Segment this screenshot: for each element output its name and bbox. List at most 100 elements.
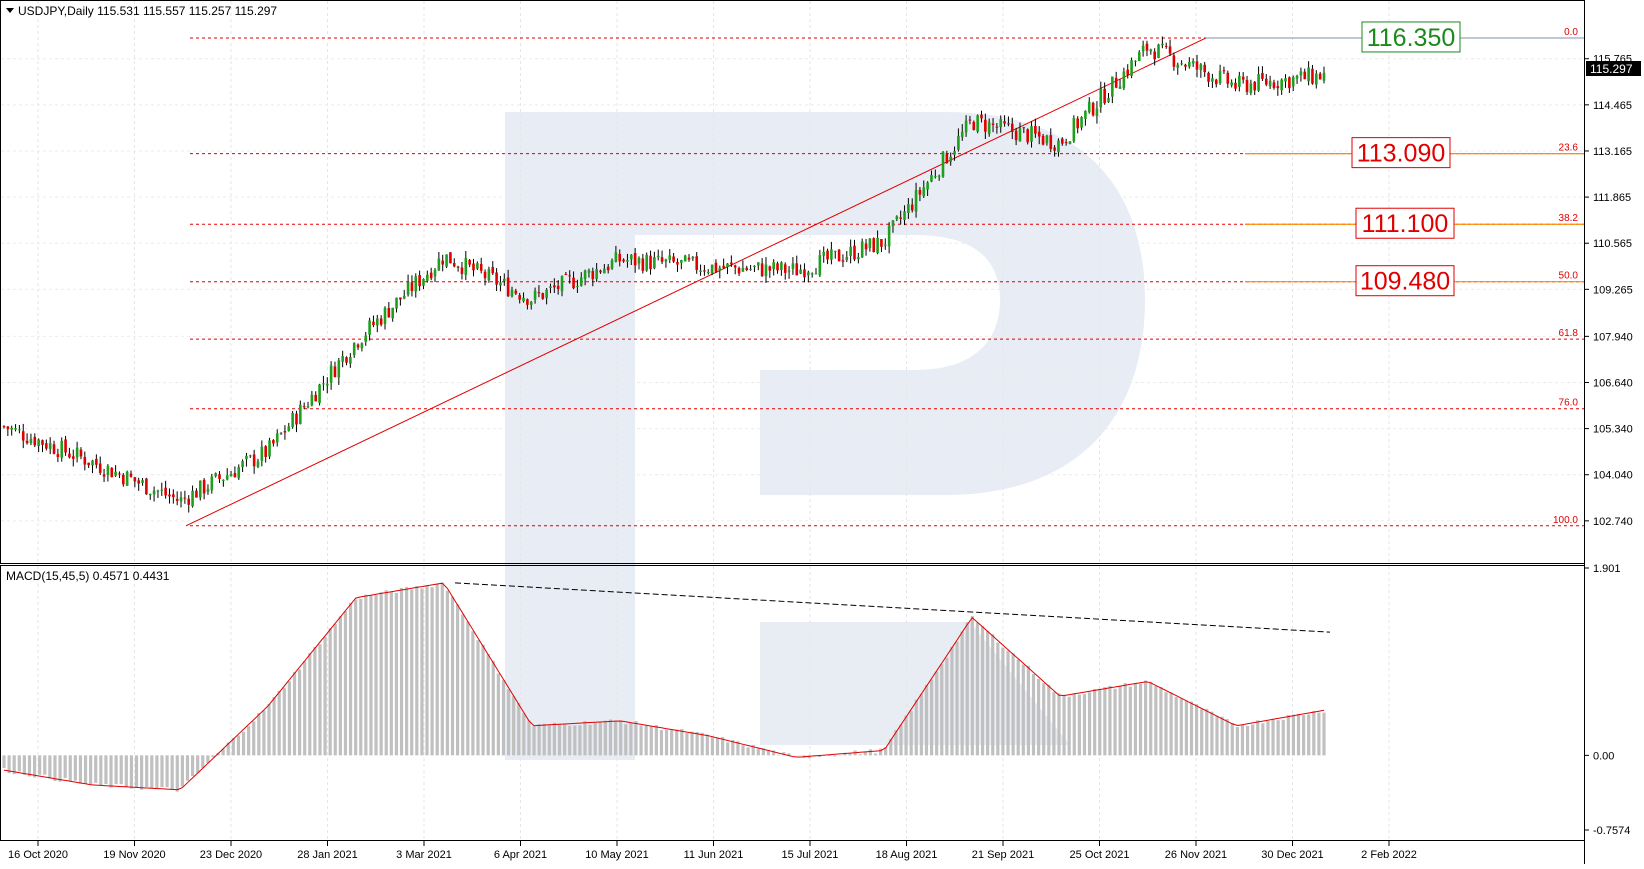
macd-histogram-bar xyxy=(262,711,265,756)
macd-histogram-bar xyxy=(690,732,693,756)
macd-histogram-bar xyxy=(1159,687,1162,755)
candle-body xyxy=(819,255,822,275)
macd-histogram-bar xyxy=(670,730,673,756)
macd-histogram-bar xyxy=(191,755,194,776)
candle-body xyxy=(461,268,464,275)
candle-body xyxy=(491,267,494,273)
candle-body xyxy=(953,151,956,155)
candle-body xyxy=(222,480,225,481)
candle-body xyxy=(1188,62,1191,67)
candle-body xyxy=(114,472,117,476)
macd-histogram-bar xyxy=(303,661,306,755)
date-tick-label: 26 Nov 2021 xyxy=(1165,849,1227,861)
candle-body xyxy=(907,204,910,213)
candle-body xyxy=(1030,126,1033,141)
macd-histogram-bar xyxy=(150,755,153,788)
candle-body xyxy=(657,256,660,257)
symbol-quote-line: USDJPY,Daily 115.531 115.557 115.257 115… xyxy=(18,4,277,18)
macd-histogram-bar xyxy=(522,713,525,755)
macd-histogram-bar xyxy=(767,751,770,755)
candle-body xyxy=(795,263,798,275)
candle-body xyxy=(345,357,348,362)
candle-body xyxy=(130,474,133,477)
candle-body xyxy=(72,456,75,459)
candle-body xyxy=(784,264,787,273)
macd-histogram-bar xyxy=(130,755,133,788)
macd-histogram-bar xyxy=(43,755,46,774)
price-tick-label: 110.565 xyxy=(1593,238,1632,250)
candle-body xyxy=(430,273,433,279)
candle-body xyxy=(1250,84,1253,94)
macd-histogram-bar xyxy=(645,726,648,756)
candle-body xyxy=(1099,89,1102,108)
macd-histogram-bar xyxy=(619,721,622,756)
macd-histogram-bar xyxy=(436,584,439,756)
candle-body xyxy=(234,473,237,477)
candle-body xyxy=(107,466,110,475)
dropdown-triangle-icon[interactable] xyxy=(6,8,14,13)
candle-body xyxy=(33,437,36,445)
macd-histogram-bar xyxy=(446,591,449,756)
candle-body xyxy=(1130,60,1133,76)
candle-body xyxy=(45,443,48,448)
candle-body xyxy=(872,238,875,252)
candle-body xyxy=(969,120,972,121)
fib-callout-value: 109.480 xyxy=(1360,268,1450,296)
candle-body xyxy=(176,499,179,501)
macd-histogram-bar xyxy=(252,721,255,755)
candle-body xyxy=(1242,77,1245,80)
macd-histogram-bar xyxy=(79,755,82,783)
candle-body xyxy=(110,468,113,477)
macd-histogram-bar xyxy=(1001,648,1004,756)
macd-histogram-bar xyxy=(828,755,831,756)
candle-body xyxy=(1065,142,1068,143)
candle-body xyxy=(1261,73,1264,79)
candle-body xyxy=(869,239,872,248)
date-tick-label: 10 May 2021 xyxy=(585,849,649,861)
candle-body xyxy=(996,127,999,128)
candle-body xyxy=(1200,64,1203,70)
macd-histogram-bar xyxy=(1012,653,1015,755)
candle-body xyxy=(388,308,391,317)
macd-histogram-bar xyxy=(339,616,342,755)
date-tick-label: 15 Jul 2021 xyxy=(782,849,839,861)
fib-level-label: 100.0 xyxy=(1553,515,1578,526)
macd-histogram-bar xyxy=(833,755,836,756)
macd-histogram-bar xyxy=(955,641,958,755)
macd-histogram-bar xyxy=(1231,723,1234,755)
macd-histogram-bar xyxy=(512,696,515,755)
candle-body xyxy=(1323,73,1326,81)
macd-histogram-bar xyxy=(746,747,749,755)
macd-histogram-bar xyxy=(609,720,612,756)
candle-body xyxy=(1123,72,1126,88)
macd-histogram-bar xyxy=(415,586,418,755)
candle-body xyxy=(961,132,964,137)
candle-body xyxy=(338,360,341,377)
candle-body xyxy=(1215,80,1218,84)
candle-body xyxy=(57,454,60,457)
macd-histogram-bar xyxy=(1312,711,1315,755)
macd-histogram-bar xyxy=(1154,686,1157,755)
macd-histogram-bar xyxy=(1210,712,1213,756)
candle-body xyxy=(565,274,568,275)
date-tick-label: 6 Apr 2021 xyxy=(494,849,547,861)
candle-body xyxy=(368,321,371,335)
macd-histogram-bar xyxy=(665,730,668,756)
macd-histogram-bar xyxy=(120,755,123,784)
macd-histogram-bar xyxy=(441,583,444,756)
candle-body xyxy=(26,441,29,443)
candle-body xyxy=(518,295,521,300)
macd-indicator xyxy=(2,583,1330,792)
candle-body xyxy=(253,454,256,466)
macd-histogram-bar xyxy=(329,628,332,755)
candle-body xyxy=(942,152,945,177)
candle-body xyxy=(126,472,129,486)
macd-histogram-bar xyxy=(165,755,168,787)
candle-body xyxy=(357,345,360,348)
candle-body xyxy=(972,122,975,130)
candle-body xyxy=(1092,103,1095,115)
fib-callout-value: 116.350 xyxy=(1367,24,1456,52)
candle-body xyxy=(1223,70,1226,71)
macd-histogram-bar xyxy=(385,590,388,755)
